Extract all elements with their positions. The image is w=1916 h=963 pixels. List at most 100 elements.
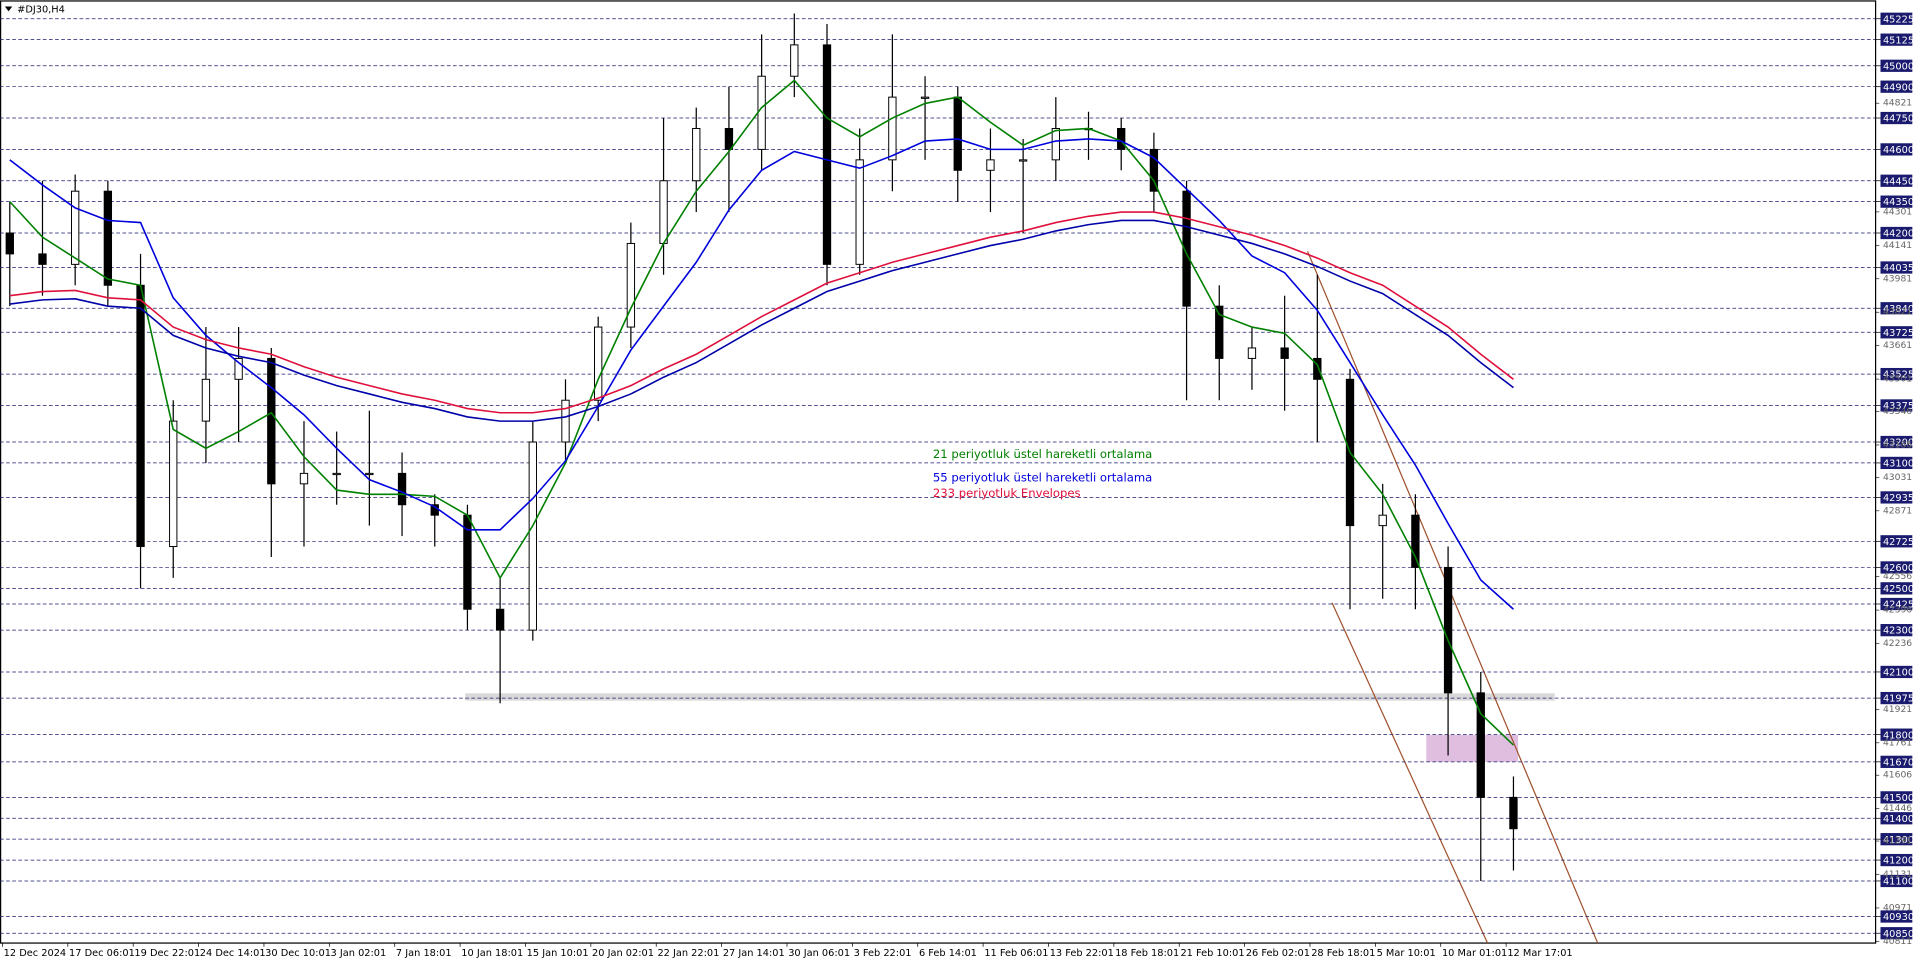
x-tick-label: 12 Mar 17:01 [1507, 948, 1572, 959]
candle-body [724, 127, 734, 150]
x-tick-label: 12 Dec 2024 [4, 948, 67, 959]
annotation-envelopes: 233 periyotluk Envelopes [933, 486, 1081, 500]
candle-body [528, 441, 537, 631]
menu-arrow[interactable] [4, 6, 13, 12]
y-tick-label: 44350 [1883, 197, 1914, 208]
y-minor-tick-label: 42871 [1883, 505, 1912, 516]
y-tick-label: 41975 [1883, 694, 1914, 705]
y-tick-box [1880, 833, 1913, 846]
candle-body [822, 44, 832, 265]
y-tick-label: 45000 [1883, 61, 1914, 72]
channel-lower [1331, 602, 1489, 944]
annotation-ema21: 21 periyotluk üstel hareketli ortalama [933, 447, 1152, 461]
candle-body [855, 159, 864, 265]
candle-body [1149, 148, 1159, 192]
y-minor-tick-label: 43501 [1883, 374, 1912, 385]
y-tick-box [1880, 399, 1913, 412]
y-tick-label: 40930 [1883, 912, 1914, 923]
y-tick-label: 42425 [1883, 600, 1914, 611]
x-tick-label: 19 Dec 22:01 [134, 948, 200, 959]
y-minor-tick-label: 43981 [1883, 273, 1912, 284]
x-tick-label: 17 Dec 06:01 [69, 948, 135, 959]
x-tick-label: 11 Feb 06:01 [984, 948, 1048, 959]
candle-body [38, 253, 47, 265]
y-tick-label: 43840 [1883, 304, 1914, 315]
y-tick-box [1880, 326, 1913, 339]
y-minor-tick-label: 43031 [1883, 472, 1912, 483]
chart-title: #DJ30,H4 [17, 5, 65, 16]
y-tick-label: 42935 [1883, 493, 1914, 504]
candle-body [1018, 159, 1028, 162]
candle-body [626, 242, 636, 328]
candle-body [495, 608, 505, 631]
candle-body [332, 472, 341, 476]
y-minor-tick-label: 44301 [1883, 206, 1912, 217]
y-minor-tick-label: 41131 [1883, 869, 1912, 880]
y-minor-tick-label: 42556 [1883, 571, 1912, 582]
x-tick-label: 20 Jan 02:01 [592, 948, 654, 959]
y-tick-box [1880, 910, 1913, 923]
y-tick-label: 45225 [1883, 14, 1914, 25]
candle-body [1378, 514, 1387, 527]
candle-body [659, 180, 668, 244]
y-tick-box [1880, 535, 1913, 548]
x-tick-label: 22 Jan 22:01 [657, 948, 719, 959]
y-tick-box [1880, 111, 1913, 125]
y-tick-label: 44900 [1883, 82, 1914, 93]
y-minor-tick-label: 41921 [1883, 704, 1912, 715]
y-minor-tick-label: 41446 [1883, 803, 1912, 814]
y-tick-box [1880, 728, 1913, 741]
candle-body [169, 420, 178, 548]
y-minor-tick-label: 44141 [1883, 240, 1912, 251]
y-tick-label: 41100 [1883, 877, 1914, 888]
y-tick-box [1880, 456, 1913, 470]
y-tick-label: 43375 [1883, 401, 1914, 412]
x-tick-label: 24 Dec 14:01 [200, 948, 266, 959]
y-tick-label: 44600 [1883, 145, 1914, 156]
channel-upper [1306, 251, 1599, 944]
candle-body [1051, 127, 1060, 161]
y-tick-label: 41500 [1883, 793, 1914, 804]
y-minor-tick-label: 43661 [1883, 340, 1912, 351]
y-tick-box [1880, 367, 1913, 381]
indicator-line [9, 79, 1515, 746]
y-tick-box [1880, 755, 1913, 768]
y-minor-tick-label: 40811 [1883, 936, 1912, 947]
y-tick-label: 42100 [1883, 668, 1914, 679]
y-minor-tick-label: 44821 [1883, 98, 1912, 109]
y-tick-box [1880, 80, 1913, 93]
x-tick-label: 18 Feb 18:01 [1115, 948, 1179, 959]
candle-body [267, 357, 276, 485]
x-tick-label: 6 Feb 14:01 [919, 948, 977, 959]
y-tick-label: 43100 [1883, 459, 1914, 470]
y-tick-box [1880, 791, 1913, 804]
candle-body [397, 472, 407, 506]
y-minor-tick-label: 43346 [1883, 406, 1912, 417]
candle-body [1247, 347, 1257, 359]
x-tick-label: 10 Jan 18:01 [461, 948, 523, 959]
y-tick-box [1880, 597, 1913, 611]
candle-body [888, 96, 897, 161]
x-tick-label: 30 Jan 06:01 [788, 948, 850, 959]
y-tick-label: 42725 [1883, 537, 1914, 548]
y-tick-label: 43525 [1883, 370, 1914, 381]
annotation-ema55: 55 periyotluk üstel hareketli ortalama [933, 470, 1152, 484]
candle-body [1215, 305, 1224, 359]
y-minor-tick-label: 41761 [1883, 737, 1912, 748]
y-tick-label: 42500 [1883, 584, 1914, 595]
y-tick-box [1880, 853, 1913, 867]
y-tick-label: 44750 [1883, 114, 1914, 125]
x-tick-label: 3 Feb 22:01 [854, 948, 912, 959]
y-tick-label: 42300 [1883, 626, 1914, 637]
y-tick-label: 41200 [1883, 856, 1914, 867]
y-tick-box [1880, 665, 1913, 679]
candle-body [1411, 514, 1420, 568]
candle-body [790, 44, 799, 77]
candle-body [5, 232, 14, 255]
y-tick-box [1880, 59, 1913, 72]
candle-body [1280, 347, 1289, 359]
candle-body [234, 357, 243, 380]
candle-body [71, 190, 80, 265]
